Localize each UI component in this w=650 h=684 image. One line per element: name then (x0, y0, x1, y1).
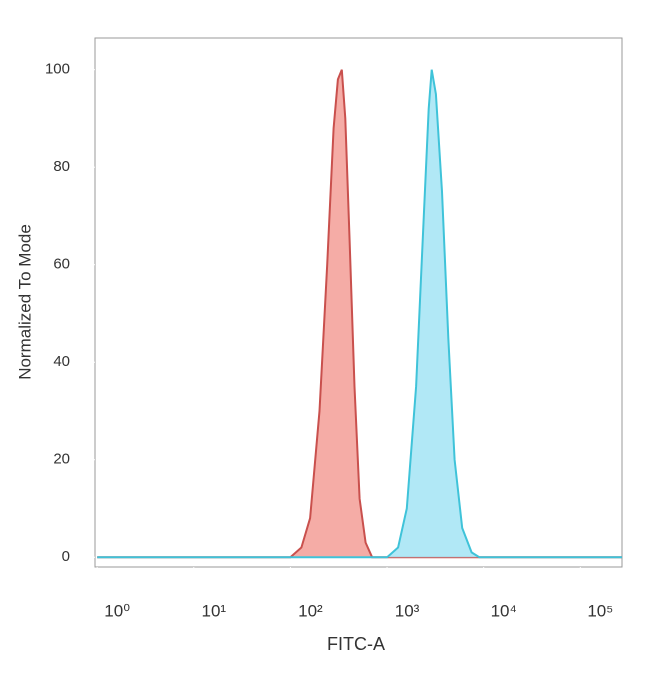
histogram-line (97, 69, 622, 559)
x-tick-label: 10¹ (201, 601, 226, 620)
y-axis-label: Normalized To Mode (15, 224, 34, 380)
y-tick-label: 40 (53, 353, 70, 370)
x-tick-label: 10⁰ (104, 601, 130, 620)
x-tick-label: 10³ (395, 601, 420, 620)
y-tick-label: 80 (53, 158, 70, 175)
y-tick-label: 100 (45, 61, 70, 78)
x-axis-label: FITC-A (327, 634, 385, 654)
x-tick-label: 10⁴ (491, 601, 517, 620)
x-tick-label: 10⁵ (587, 601, 613, 620)
y-tick-label: 60 (53, 256, 70, 273)
x-tick-label: 10² (298, 601, 323, 620)
y-tick-label: 0 (62, 548, 70, 565)
y-tick-label: 20 (53, 451, 70, 468)
histogram-line (97, 69, 622, 559)
